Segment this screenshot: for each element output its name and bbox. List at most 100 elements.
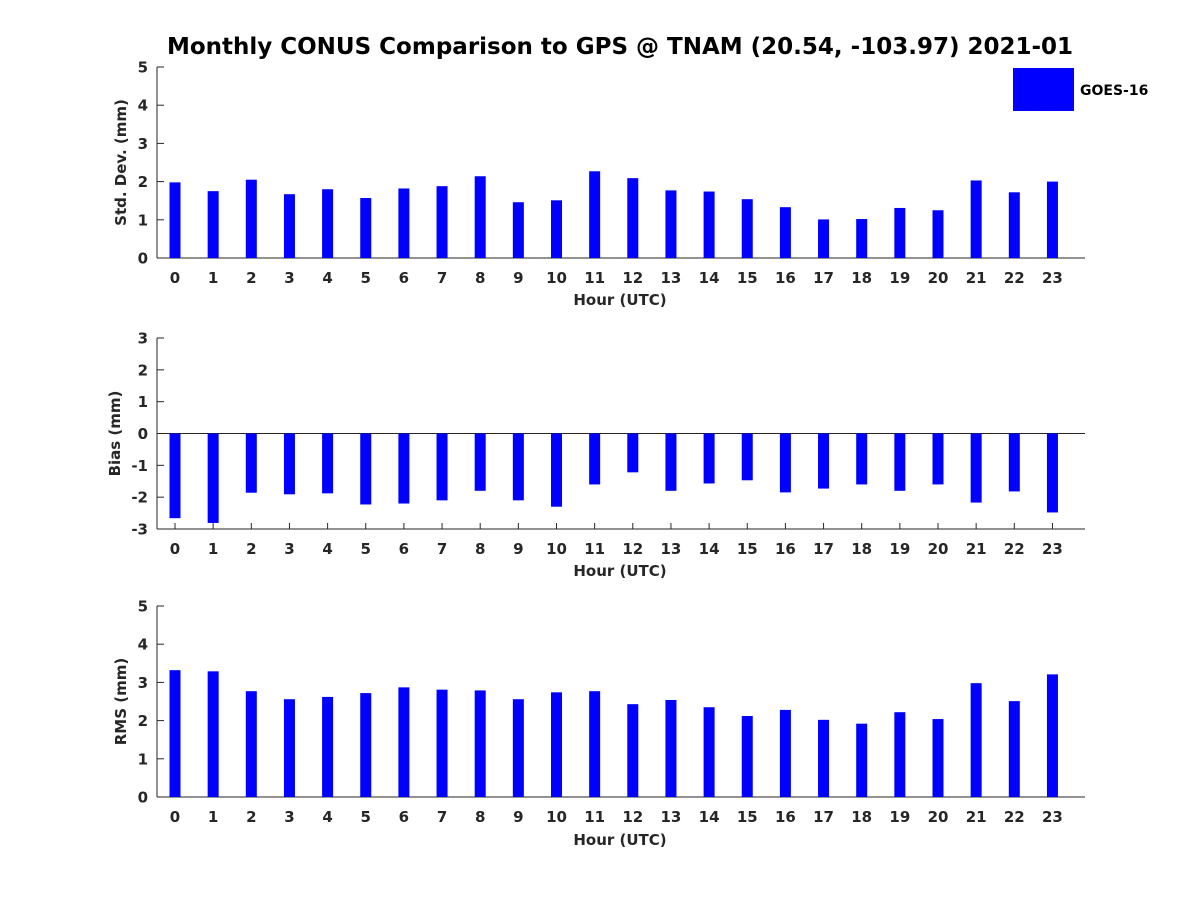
std-dev-x-tick-label: 23	[1042, 269, 1063, 287]
rms-x-tick-label: 1	[208, 808, 218, 826]
bias-y-tick-label: 0	[138, 425, 148, 443]
rms-bar	[970, 683, 982, 797]
bias-x-tick-label: 16	[775, 540, 796, 558]
std-dev-bar	[207, 191, 219, 258]
rms-y-tick-label: 0	[138, 789, 148, 807]
std-dev-x-tick-label: 1	[208, 269, 218, 287]
rms-x-tick-label: 9	[513, 808, 523, 826]
legend-swatch	[1013, 68, 1074, 111]
rms-x-tick-label: 2	[246, 808, 256, 826]
rms-bar	[627, 704, 639, 797]
std-dev-bar	[360, 198, 372, 258]
std-dev-x-tick-label: 22	[1004, 269, 1025, 287]
std-dev-x-tick-label: 15	[737, 269, 758, 287]
bias-bar	[703, 433, 715, 484]
rms-bar	[856, 723, 868, 797]
bias-x-tick-label: 6	[399, 540, 409, 558]
rms-bar	[512, 699, 524, 797]
rms-x-tick-label: 21	[966, 808, 987, 826]
bias-x-tick-label: 3	[284, 540, 294, 558]
bias-bar	[970, 433, 982, 503]
std-dev-x-tick-label: 14	[699, 269, 720, 287]
bias-bar	[665, 433, 677, 491]
std-dev-y-tick-label: 3	[138, 135, 148, 153]
bias-y-tick-label: 2	[138, 361, 148, 379]
bias-bar	[360, 433, 372, 505]
std-dev-bar	[245, 179, 257, 258]
figure-title: Monthly CONUS Comparison to GPS @ TNAM (…	[167, 34, 1073, 60]
rms-bar	[589, 691, 601, 797]
rms-bar	[703, 707, 715, 797]
std-dev-x-tick-label: 5	[361, 269, 371, 287]
legend-label: GOES-16	[1080, 83, 1148, 99]
std-dev-bar	[283, 194, 295, 258]
bias-x-tick-label: 10	[546, 540, 567, 558]
bias-bar	[207, 433, 219, 523]
rms-bar	[741, 716, 753, 797]
bias-bar	[741, 433, 753, 481]
rms-x-axis-label: Hour (UTC)	[573, 831, 666, 849]
std-dev-y-tick-label: 1	[138, 211, 148, 229]
std-dev-y-tick-label: 2	[138, 173, 148, 191]
rms-x-tick-label: 3	[284, 808, 294, 826]
std-dev-bar	[779, 207, 791, 258]
bias-bar	[283, 433, 295, 495]
rms-bar	[169, 670, 181, 797]
bias-bar	[512, 433, 524, 501]
std-dev-x-tick-label: 21	[966, 269, 987, 287]
std-dev-bar	[551, 200, 562, 258]
std-dev-x-tick-label: 3	[284, 269, 294, 287]
rms-y-tick-label: 2	[138, 712, 148, 730]
rms-y-tick-label: 3	[138, 674, 148, 692]
std-dev-y-axis-label: Std. Dev. (mm)	[112, 99, 130, 226]
bias-bar	[169, 433, 181, 519]
rms-x-tick-label: 14	[699, 808, 720, 826]
bias-x-tick-label: 14	[699, 540, 720, 558]
rms-y-tick-label: 5	[138, 598, 148, 616]
bias-bar	[474, 433, 486, 491]
bias-x-tick-label: 17	[813, 540, 834, 558]
std-dev-x-tick-label: 20	[928, 269, 949, 287]
bias-x-tick-label: 9	[513, 540, 523, 558]
std-dev-bar	[1046, 181, 1058, 258]
bias-x-tick-label: 2	[246, 540, 256, 558]
bias-bar	[245, 433, 257, 493]
bias-x-tick-label: 1	[208, 540, 218, 558]
rms-bar	[436, 689, 448, 797]
rms-bar	[207, 671, 219, 797]
rms-x-tick-label: 12	[622, 808, 643, 826]
bias-y-tick-label: 1	[138, 393, 148, 411]
rms-x-tick-label: 15	[737, 808, 758, 826]
rms-y-tick-label: 1	[138, 750, 148, 768]
bias-bar	[551, 433, 562, 507]
std-dev-bar	[703, 191, 715, 258]
std-dev-x-tick-label: 6	[399, 269, 409, 287]
rms-x-tick-label: 7	[437, 808, 447, 826]
bias-y-tick-label: -1	[131, 457, 148, 475]
std-dev-bar	[169, 182, 181, 258]
bias-bar	[322, 433, 334, 494]
std-dev-bar	[894, 207, 906, 258]
bias-x-tick-label: 0	[170, 540, 180, 558]
rms-bar	[1046, 674, 1058, 797]
std-dev-bar	[512, 202, 524, 258]
std-dev-y-tick-label: 5	[138, 59, 148, 77]
std-dev-x-tick-label: 11	[584, 269, 605, 287]
rms-bar	[932, 719, 944, 797]
bias-bar	[436, 433, 448, 501]
bias-x-tick-label: 19	[889, 540, 910, 558]
rms-x-tick-label: 0	[170, 808, 180, 826]
bias-y-tick-label: -2	[131, 489, 148, 507]
bias-x-tick-label: 13	[661, 540, 682, 558]
std-dev-x-axis-label: Hour (UTC)	[573, 291, 666, 309]
rms-x-tick-label: 17	[813, 808, 834, 826]
bias-x-tick-label: 22	[1004, 540, 1025, 558]
bias-x-tick-label: 5	[361, 540, 371, 558]
std-dev-x-tick-label: 0	[170, 269, 180, 287]
rms-x-tick-label: 13	[661, 808, 682, 826]
rms-x-tick-label: 5	[361, 808, 371, 826]
rms-x-tick-label: 6	[399, 808, 409, 826]
